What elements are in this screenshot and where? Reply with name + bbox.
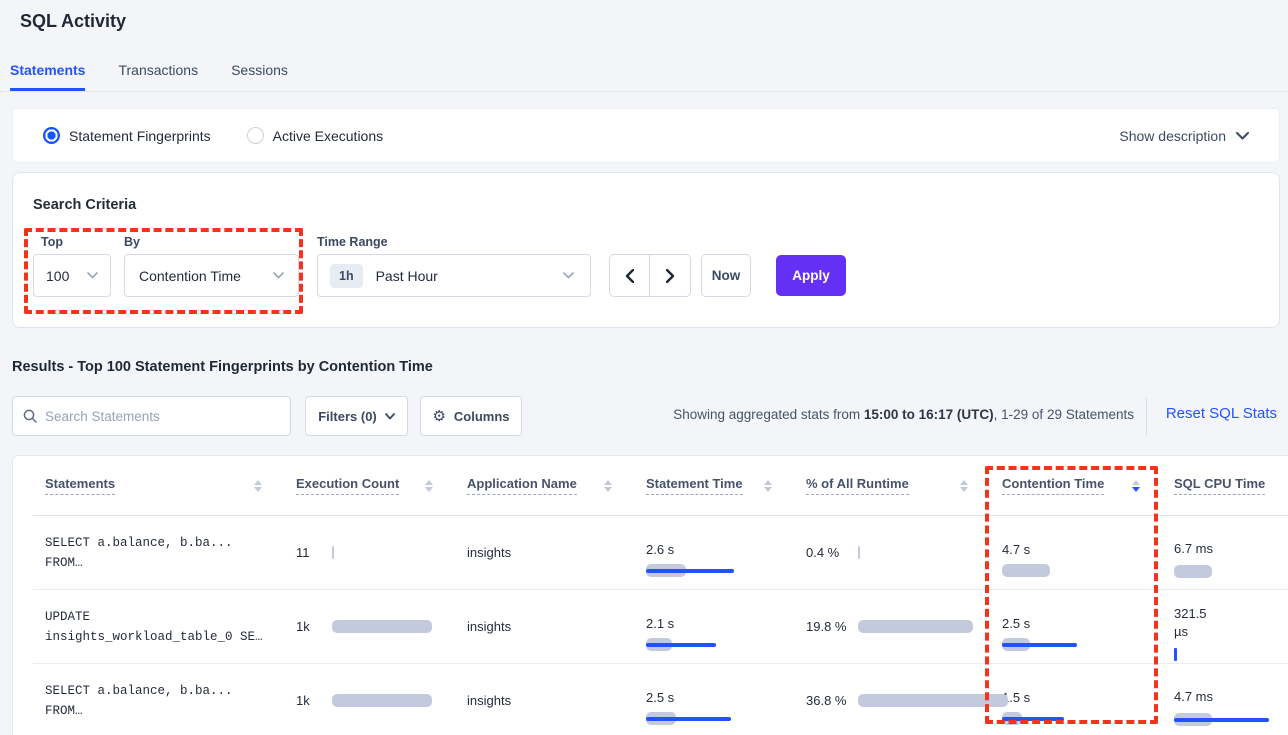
runtime-pct-cell: 36.8 %: [794, 692, 1008, 710]
radio-label: Active Executions: [272, 127, 384, 144]
contention-time-cell: 2.5 s: [990, 616, 1162, 651]
application-name-cell: insights: [467, 618, 512, 634]
runtime-pct-cell: 0.4 %: [794, 544, 990, 562]
gear-icon: ⚙: [432, 407, 446, 425]
runtime-pct-bar: [858, 545, 978, 560]
application-name-cell: insights: [467, 544, 512, 560]
radio-unselected-icon: [246, 127, 264, 144]
statement-link[interactable]: SELECT a.balance, b.ba... FROM…: [45, 683, 233, 718]
filters-label: Filters (0): [318, 408, 377, 424]
statement-time-cell: 2.6 s: [634, 542, 794, 577]
prev-time-button[interactable]: [610, 255, 650, 296]
radio-statement-fingerprints[interactable]: Statement Fingerprints: [43, 127, 211, 144]
contention-time-cell: 1.5 s: [990, 690, 1162, 725]
contention-time-cell: 4.7 s: [990, 542, 1162, 577]
runtime-pct-bar: [858, 619, 978, 634]
execution-count-cell: 1k: [284, 619, 455, 634]
now-button[interactable]: Now: [701, 254, 751, 297]
table-row: SELECT a.balance, b.ba... FROM… 11 insig…: [33, 516, 1288, 590]
column-header-sql-cpu-time[interactable]: SQL CPU Time: [1162, 476, 1288, 495]
tab-sessions[interactable]: Sessions: [231, 62, 288, 78]
by-select[interactable]: Contention Time: [124, 254, 299, 297]
radio-label: Statement Fingerprints: [69, 127, 211, 144]
execution-count-bar: [332, 619, 443, 634]
sql-cpu-time-cell: 6.7 ms: [1162, 540, 1288, 578]
execution-count-cell: 1k: [284, 693, 455, 708]
time-range-value: Past Hour: [375, 267, 438, 284]
chevron-right-icon: [665, 268, 674, 283]
time-range-badge: 1h: [330, 263, 363, 288]
execution-count-cell: 11: [284, 545, 455, 560]
statements-table: Statements Execution Count Application N…: [12, 455, 1288, 735]
top-select-value: 100: [46, 267, 70, 284]
apply-button[interactable]: Apply: [776, 255, 846, 296]
search-icon: [23, 409, 37, 423]
chevron-down-icon: [87, 272, 98, 279]
column-header-statements[interactable]: Statements: [33, 476, 284, 495]
sql-cpu-time-cell: 4.7 ms: [1162, 688, 1288, 726]
reset-sql-stats-link[interactable]: Reset SQL Stats: [1165, 405, 1277, 422]
table-header-row: Statements Execution Count Application N…: [33, 456, 1288, 516]
runtime-pct-cell: 19.8 %: [794, 618, 990, 636]
results-heading: Results - Top 100 Statement Fingerprints…: [12, 359, 433, 375]
runtime-pct-bar: [858, 693, 1008, 708]
sort-icon: [960, 479, 968, 492]
sort-icon-desc-active: [1132, 479, 1140, 492]
sort-icon: [604, 479, 612, 492]
view-toggle-bar: Statement Fingerprints Active Executions…: [12, 108, 1280, 163]
statement-link[interactable]: SELECT a.balance, b.ba... FROM…: [45, 535, 233, 570]
chevron-down-icon: [384, 412, 395, 419]
search-statements-box: [12, 396, 291, 436]
application-name-cell: insights: [467, 692, 512, 708]
chevron-down-icon: [1236, 131, 1249, 139]
table-row: UPDATE insights_workload_table_0 SE… 1k …: [33, 590, 1288, 664]
table-row: SELECT a.balance, b.ba... FROM… 1k insig…: [33, 664, 1288, 735]
top-label: Top: [41, 235, 63, 249]
by-label: By: [124, 235, 140, 249]
divider: [1146, 398, 1147, 435]
radio-active-executions[interactable]: Active Executions: [246, 127, 384, 144]
chevron-down-icon: [563, 272, 574, 279]
sort-icon: [425, 479, 433, 492]
page-title: SQL Activity: [20, 11, 127, 31]
column-header-contention-time[interactable]: Contention Time: [990, 476, 1162, 495]
filters-button[interactable]: Filters (0): [305, 396, 408, 436]
show-description-label: Show description: [1119, 127, 1226, 144]
execution-count-bar: [332, 693, 443, 708]
column-header-execution-count[interactable]: Execution Count: [284, 476, 455, 495]
tab-statements[interactable]: Statements: [10, 54, 86, 91]
chevron-down-icon: [273, 272, 284, 279]
statement-time-cell: 2.1 s: [634, 616, 794, 651]
by-select-value: Contention Time: [139, 267, 241, 284]
showing-stats-text: Showing aggregated stats from 15:00 to 1…: [673, 407, 1134, 422]
sort-icon: [764, 479, 772, 492]
search-criteria-panel: Search Criteria Top By Time Range 100 Co…: [12, 172, 1280, 328]
top-select[interactable]: 100: [33, 254, 111, 297]
time-range-pager: [609, 254, 691, 297]
statement-time-cell: 2.5 s: [634, 690, 794, 725]
column-header-runtime-pct[interactable]: % of All Runtime: [794, 476, 990, 495]
radio-selected-icon: [43, 127, 60, 144]
column-header-statement-time[interactable]: Statement Time: [634, 476, 794, 495]
search-input[interactable]: [45, 408, 280, 424]
columns-button[interactable]: ⚙ Columns: [420, 396, 522, 436]
time-range-label: Time Range: [317, 235, 388, 249]
column-header-application-name[interactable]: Application Name: [455, 476, 634, 495]
show-description-toggle[interactable]: Show description: [1119, 128, 1249, 144]
sql-cpu-time-cell: 321.5 µs: [1162, 605, 1288, 661]
execution-count-bar: [332, 545, 443, 560]
tab-bar: Statements Transactions Sessions: [0, 54, 1288, 92]
tab-transactions[interactable]: Transactions: [118, 62, 199, 78]
statement-link[interactable]: UPDATE insights_workload_table_0 SE…: [45, 609, 263, 644]
next-time-button[interactable]: [650, 255, 690, 296]
search-criteria-title: Search Criteria: [33, 197, 137, 213]
chevron-left-icon: [625, 268, 634, 283]
columns-label: Columns: [453, 408, 510, 424]
time-range-select[interactable]: 1h Past Hour: [317, 254, 591, 297]
sort-icon: [254, 479, 262, 492]
